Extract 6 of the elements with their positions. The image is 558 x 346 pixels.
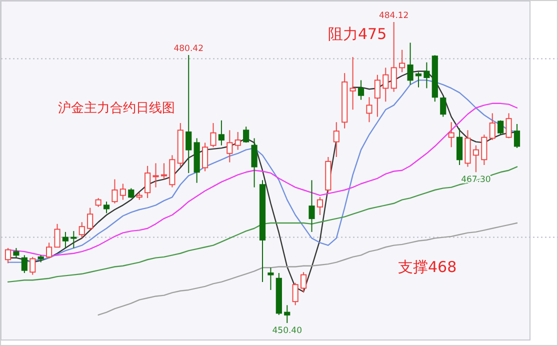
annotation: 480.42 [174,44,204,54]
annotation: 484.12 [378,11,409,21]
annotation: 450.40 [272,326,302,336]
annotation: 阻力475 [328,25,387,43]
annotation: 沪金主力合约日线图 [58,100,175,116]
annotation: 支撑468 [398,258,457,276]
